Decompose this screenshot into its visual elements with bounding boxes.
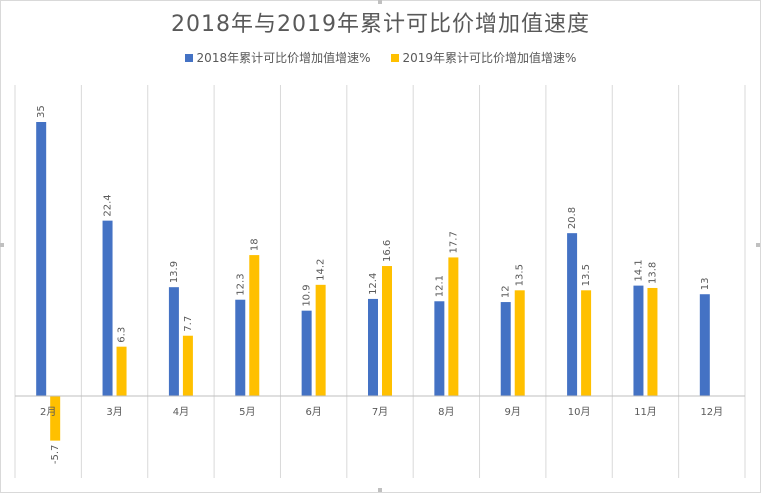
x-tick-label: 5月 [239, 406, 255, 418]
data-label: 12.4 [368, 273, 379, 295]
data-label: 12.1 [434, 275, 445, 297]
x-tick-label: 9月 [505, 406, 521, 418]
x-tick-label: 7月 [372, 406, 388, 418]
bar-2019 [315, 284, 326, 396]
x-tick-label: 12月 [700, 406, 723, 418]
data-label: 17.7 [448, 231, 459, 253]
data-label: 20.8 [567, 207, 578, 229]
x-tick-label: 3月 [106, 406, 122, 418]
x-tick-label: 2月 [40, 406, 56, 418]
data-label: 13.9 [169, 261, 180, 283]
data-label: 12 [501, 285, 512, 298]
bar-2018 [567, 233, 578, 396]
bar-2019 [647, 287, 658, 396]
bar-2019 [50, 396, 61, 441]
data-label: 22.4 [103, 194, 114, 216]
bar-2018 [368, 298, 378, 396]
bar-2019 [448, 257, 459, 396]
data-label: 13.8 [647, 262, 658, 284]
x-tick-label: 10月 [568, 406, 591, 418]
bar-2018 [168, 287, 179, 396]
chart-title: 2018年与2019年累计可比价增加值速度 [171, 12, 590, 37]
bar-2019 [514, 290, 525, 396]
data-label: 13 [700, 277, 711, 290]
data-label: 14.2 [316, 259, 327, 281]
bar-2019 [382, 266, 392, 396]
data-label: 18 [249, 238, 260, 251]
bar-2018 [102, 220, 113, 396]
bar-2018 [36, 122, 47, 396]
data-label: 13.5 [581, 264, 592, 286]
bar-2019 [581, 290, 592, 396]
bar-2019 [249, 255, 260, 396]
legend-swatch-2019 [390, 53, 399, 62]
data-label: 16.6 [382, 240, 393, 262]
data-label: 14.1 [633, 259, 644, 281]
bar-2018 [500, 302, 511, 396]
bar-2019 [182, 335, 193, 396]
legend: 2018年累计可比价增加值增速% 2019年累计可比价增加值增速% [0, 49, 761, 66]
legend-item-2019: 2019年累计可比价增加值增速% [390, 49, 577, 66]
data-label: 6.3 [117, 327, 128, 343]
x-tick-label: 11月 [634, 406, 657, 418]
data-label: 13.5 [515, 264, 526, 286]
bar-2018 [633, 285, 644, 396]
data-label: 12.3 [235, 273, 246, 295]
resize-handle [0, 243, 4, 247]
legend-item-2018: 2018年累计可比价增加值增速% [184, 49, 371, 66]
data-label: -5.7 [50, 445, 61, 465]
legend-label-2018: 2018年累计可比价增加值增速% [196, 51, 371, 65]
bar-2018 [301, 310, 312, 396]
resize-handle [756, 243, 760, 247]
resize-handle [378, 0, 382, 4]
x-tick-label: 6月 [305, 406, 321, 418]
data-label: 35 [36, 105, 47, 118]
x-tick-label: 4月 [173, 406, 189, 418]
legend-label-2019: 2019年累计可比价增加值增速% [402, 51, 577, 65]
legend-swatch-2018 [184, 53, 193, 62]
bar-2018 [699, 294, 710, 396]
bar-2019 [116, 346, 127, 396]
data-label: 7.7 [183, 316, 194, 332]
bar-2018 [235, 299, 246, 396]
bar-2018 [434, 301, 445, 396]
x-tick-label: 8月 [438, 406, 454, 418]
data-label: 10.9 [302, 284, 313, 306]
resize-handle [378, 488, 382, 492]
